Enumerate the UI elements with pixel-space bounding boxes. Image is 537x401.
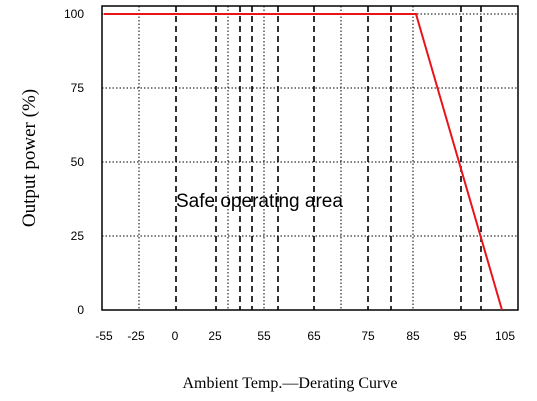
x-tick-label: 65	[307, 329, 321, 343]
x-tick-label: 85	[406, 329, 420, 343]
y-tick-label: 50	[71, 155, 85, 169]
x-tick-label: 55	[257, 329, 271, 343]
y-tick-label: 100	[64, 7, 84, 21]
plot-frame	[101, 5, 519, 311]
x-tick-label: 75	[361, 329, 375, 343]
x-tick-label: -55	[95, 329, 113, 343]
x-tick-label: 0	[172, 329, 179, 343]
grid-layer	[102, 6, 518, 310]
x-tick-label: 95	[453, 329, 467, 343]
safe-area-label: Safe operating area	[176, 191, 343, 212]
y-tick-label: 75	[71, 81, 85, 95]
x-tick-label: 25	[208, 329, 222, 343]
y-tick-label: 25	[71, 229, 85, 243]
x-tick-label: -25	[127, 329, 145, 343]
x-tick-labels: -55 -25 0 25 55 65 75 85 95 105	[95, 329, 515, 343]
y-tick-label: 0	[77, 303, 84, 317]
x-tick-label: 105	[495, 329, 515, 343]
derating-line	[104, 13, 503, 311]
y-axis-title: Output power (%)	[19, 89, 40, 227]
x-axis-title: Ambient Temp.—Derating Curve	[183, 375, 398, 392]
y-tick-labels: 0 25 50 75 100	[64, 7, 84, 317]
